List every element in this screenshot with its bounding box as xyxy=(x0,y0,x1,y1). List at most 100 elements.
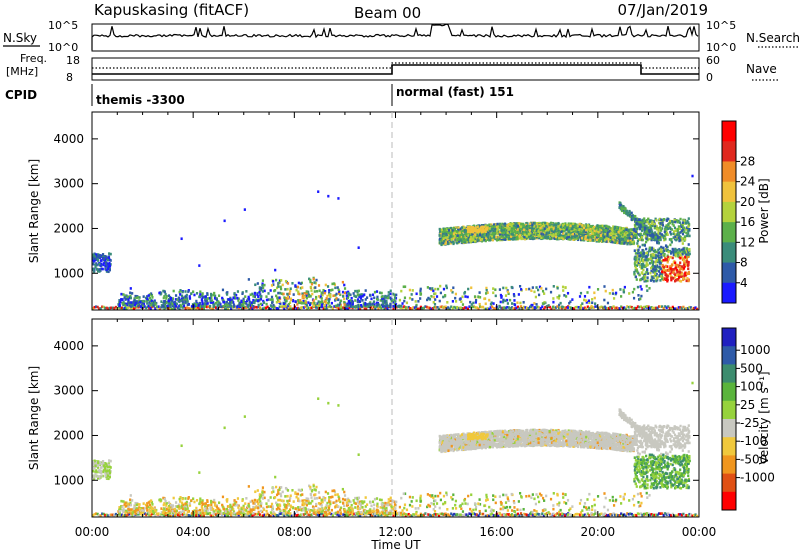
scatter-cell xyxy=(518,222,521,225)
scatter-cell xyxy=(249,293,252,297)
scatter-cell xyxy=(129,296,132,300)
scatter-cell xyxy=(272,280,275,283)
scatter-cell xyxy=(211,307,215,311)
freq-trace xyxy=(92,64,699,75)
scatter-cell xyxy=(186,303,189,307)
scatter-cell xyxy=(193,302,196,305)
scatter-cell xyxy=(305,296,308,300)
scatter-cell xyxy=(666,249,669,252)
scatter-cell xyxy=(454,292,458,296)
scatter-cell xyxy=(605,224,608,228)
scatter-cell xyxy=(453,305,456,309)
scatter-cell xyxy=(98,307,101,310)
scatter-cell xyxy=(529,234,532,238)
scatter-cell xyxy=(547,304,550,307)
scatter-cell xyxy=(358,295,361,299)
scatter-cell xyxy=(530,230,533,234)
scatter-cell xyxy=(448,236,451,239)
scatter-cell xyxy=(465,236,468,239)
scatter-cell xyxy=(670,250,673,254)
scatter-cell xyxy=(653,222,656,226)
scatter-cell xyxy=(569,222,572,226)
scatter-cell xyxy=(395,305,398,309)
scatter-cell xyxy=(506,289,509,292)
scatter-cell xyxy=(652,249,655,253)
scatter-cell xyxy=(296,303,299,306)
scatter-cell xyxy=(315,297,318,301)
scatter-cell xyxy=(325,306,328,310)
scatter-cell xyxy=(682,259,686,263)
scatter-cell xyxy=(103,254,106,258)
scatter-cell xyxy=(612,225,615,228)
scatter-cell xyxy=(230,301,233,304)
scatter-cell xyxy=(616,228,619,231)
scatter-cell xyxy=(629,229,632,233)
scatter-cell xyxy=(178,304,181,308)
scatter-cell xyxy=(348,304,351,308)
scatter-cell xyxy=(562,233,565,237)
scatter-cell xyxy=(540,287,543,290)
scatter-cell xyxy=(566,236,569,239)
scatter-cell xyxy=(660,255,663,259)
scatter-cell xyxy=(493,229,497,233)
scatter-cell xyxy=(626,232,629,236)
scatter-cell xyxy=(655,277,658,280)
scatter-cell xyxy=(400,289,403,293)
scatter-cell xyxy=(586,305,589,309)
scatter-cell xyxy=(549,233,552,236)
scatter-cell xyxy=(262,301,266,304)
scatter-cell xyxy=(247,278,250,281)
scatter-cell xyxy=(256,292,259,295)
scatter-cell xyxy=(297,299,300,302)
scatter-cell xyxy=(677,225,680,228)
scatter-cell xyxy=(278,305,281,309)
scatter-cell xyxy=(124,294,127,298)
scatter-cell xyxy=(681,250,684,254)
scatter-cell xyxy=(382,301,385,305)
scatter-cell xyxy=(467,232,470,236)
scatter-cell xyxy=(659,232,662,235)
scatter-cell xyxy=(519,230,522,233)
scatter-cell xyxy=(689,306,693,309)
scatter-cell xyxy=(604,238,607,242)
scatter-cell xyxy=(446,300,449,304)
scatter-cell xyxy=(582,226,586,230)
scatter-cell xyxy=(430,295,433,298)
scatter-cell xyxy=(386,304,389,307)
scatter-cell xyxy=(632,232,636,235)
scatter-cell xyxy=(92,256,95,260)
scatter-cell xyxy=(500,235,503,238)
scatter-cell xyxy=(546,231,549,234)
scatter-cell xyxy=(427,306,430,309)
scatter-cell xyxy=(401,306,404,310)
scatter-cell xyxy=(264,306,268,310)
scatter-cell xyxy=(600,305,603,309)
scatter-cell xyxy=(531,225,534,229)
scatter-cell xyxy=(492,227,495,231)
scatter-cell xyxy=(559,306,562,309)
scatter-cell xyxy=(586,224,589,227)
scatter-cell xyxy=(576,227,579,230)
scatter-cell xyxy=(633,270,636,274)
scatter-cell xyxy=(95,263,98,267)
scatter-cell xyxy=(214,306,218,309)
scatter-cell xyxy=(687,229,690,233)
scatter-cell xyxy=(465,227,468,231)
scatter-cell xyxy=(649,279,653,282)
scatter-cell xyxy=(228,305,231,308)
scatter-cell xyxy=(322,307,325,310)
scatter-cell xyxy=(438,227,441,231)
scatter-cell xyxy=(227,307,230,311)
scatter-cell xyxy=(457,307,460,310)
scatter-cell xyxy=(469,239,472,243)
scatter-cell xyxy=(687,243,690,246)
scatter-cell xyxy=(149,303,152,307)
scatter-cell xyxy=(467,240,471,244)
scatter-cell xyxy=(251,292,254,296)
scatter-cell xyxy=(506,302,509,305)
scatter-cell xyxy=(460,226,464,229)
scatter-cell xyxy=(662,306,665,310)
scatter-cell xyxy=(642,232,646,236)
scatter-cell xyxy=(620,305,623,309)
scatter-cell xyxy=(394,303,398,306)
